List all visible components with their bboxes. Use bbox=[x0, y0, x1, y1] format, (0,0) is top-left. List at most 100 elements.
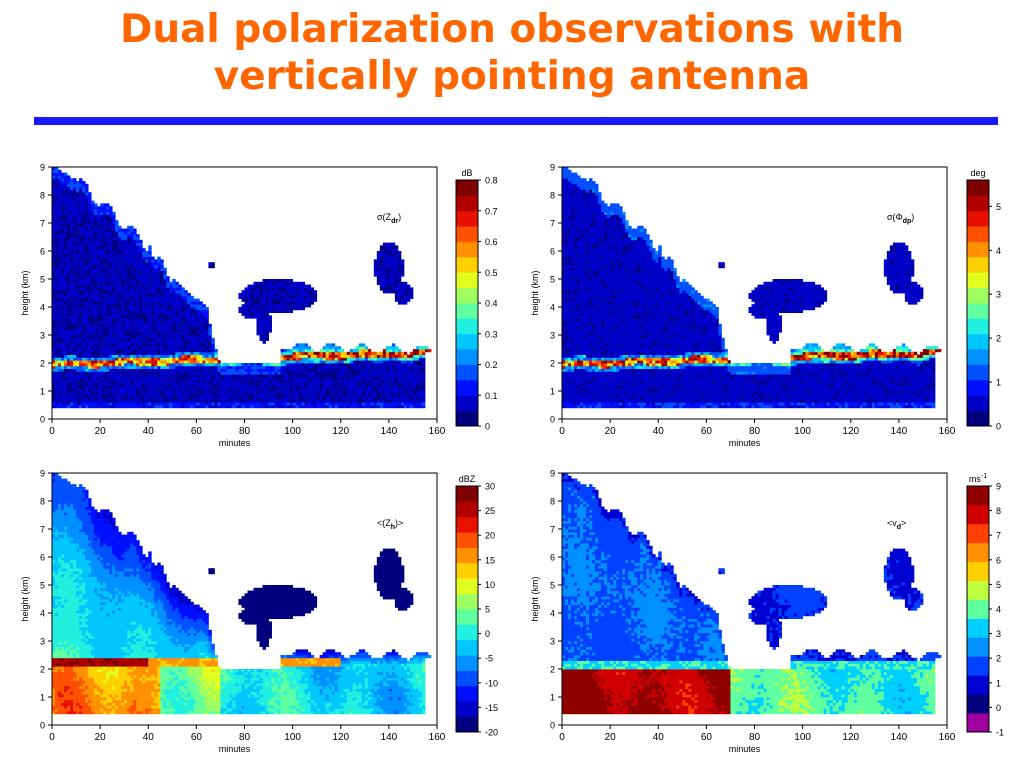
heatmap-cell bbox=[196, 337, 200, 341]
heatmap-cell bbox=[331, 365, 336, 369]
heatmap-cell bbox=[292, 374, 297, 378]
heatmap-cell bbox=[385, 349, 390, 353]
heatmap-cell bbox=[283, 309, 288, 313]
heatmap-cell bbox=[64, 223, 68, 227]
heatmap-cell bbox=[328, 360, 333, 364]
heatmap-cell bbox=[211, 391, 215, 395]
heatmap-cell bbox=[133, 371, 137, 375]
heatmap-cell bbox=[151, 351, 155, 355]
heatmap-cell bbox=[205, 382, 209, 386]
heatmap-cell bbox=[154, 335, 158, 339]
heatmap-cell bbox=[70, 220, 74, 224]
heatmap-cell bbox=[64, 368, 68, 372]
heatmap-cell bbox=[382, 284, 387, 288]
heatmap-cell bbox=[166, 360, 170, 364]
heatmap-cell bbox=[73, 298, 77, 302]
heatmap-cell bbox=[391, 399, 396, 403]
heatmap-cell bbox=[64, 228, 68, 232]
heatmap-cell bbox=[115, 343, 119, 347]
heatmap-cell bbox=[67, 220, 71, 224]
heatmap-cell bbox=[70, 262, 74, 266]
heatmap-cell bbox=[178, 315, 182, 319]
heatmap-cell bbox=[370, 379, 375, 383]
heatmap-cell bbox=[193, 301, 197, 305]
heatmap-cell bbox=[73, 267, 77, 271]
heatmap-cell bbox=[166, 354, 170, 358]
heatmap-cell bbox=[382, 360, 387, 364]
heatmap-cell bbox=[256, 287, 260, 291]
heatmap-cell bbox=[61, 200, 65, 204]
heatmap-cell bbox=[103, 391, 107, 395]
heatmap-cell bbox=[109, 298, 113, 302]
heatmap-cell bbox=[310, 399, 315, 403]
heatmap-cell bbox=[133, 354, 137, 358]
heatmap-cell bbox=[184, 315, 188, 319]
heatmap-cell bbox=[166, 340, 170, 344]
heatmap-cell bbox=[331, 371, 336, 375]
heatmap-cell bbox=[379, 253, 384, 257]
heatmap-cell bbox=[331, 368, 336, 372]
heatmap-cell bbox=[217, 382, 221, 386]
heatmap-cell bbox=[85, 183, 89, 187]
heatmap-cell bbox=[55, 197, 59, 201]
heatmap-cell bbox=[151, 312, 155, 316]
heatmap-cell bbox=[145, 298, 149, 302]
heatmap-cell bbox=[58, 217, 62, 221]
heatmap-cell bbox=[190, 335, 194, 339]
heatmap-cell bbox=[304, 377, 309, 381]
heatmap-cell bbox=[121, 374, 125, 378]
heatmap-cell bbox=[91, 379, 95, 383]
heatmap-cell bbox=[70, 326, 74, 330]
heatmap-cell bbox=[124, 346, 128, 350]
heatmap-cell bbox=[118, 253, 122, 257]
heatmap-cell bbox=[394, 259, 399, 263]
heatmap-cell bbox=[208, 374, 212, 378]
heatmap-cell bbox=[100, 365, 104, 369]
heatmap-cell bbox=[97, 349, 101, 353]
heatmap-cell bbox=[118, 335, 122, 339]
heatmap-cell bbox=[376, 262, 381, 266]
heatmap-cell bbox=[85, 195, 89, 199]
heatmap-cell bbox=[358, 371, 363, 375]
heatmap-cell bbox=[181, 323, 185, 327]
heatmap-cell bbox=[124, 388, 128, 392]
heatmap-cell bbox=[133, 253, 137, 257]
heatmap-cell bbox=[97, 326, 101, 330]
heatmap-cell bbox=[322, 360, 327, 364]
heatmap-cell bbox=[253, 298, 257, 302]
heatmap-cell bbox=[184, 391, 188, 395]
heatmap-cell bbox=[265, 335, 269, 339]
heatmap-cell bbox=[187, 391, 191, 395]
heatmap-cell bbox=[130, 332, 134, 336]
heatmap-cell bbox=[322, 379, 327, 383]
heatmap-cell bbox=[358, 388, 363, 392]
heatmap-cell bbox=[214, 396, 218, 400]
heatmap-cell bbox=[112, 273, 116, 277]
heatmap-cell bbox=[61, 309, 65, 313]
heatmap-cell bbox=[94, 354, 98, 358]
heatmap-cell bbox=[52, 214, 56, 218]
heatmap-cell bbox=[139, 393, 143, 397]
heatmap-cell bbox=[259, 318, 263, 322]
heatmap-cell bbox=[304, 405, 309, 409]
heatmap-cell bbox=[385, 248, 390, 252]
heatmap-cell bbox=[157, 368, 161, 372]
heatmap-cell bbox=[298, 281, 303, 285]
heatmap-cell bbox=[55, 186, 59, 190]
heatmap-cell bbox=[88, 363, 92, 367]
heatmap-cell bbox=[52, 211, 56, 215]
heatmap-cell bbox=[250, 365, 254, 369]
heatmap-cell bbox=[298, 371, 303, 375]
heatmap-cell bbox=[289, 388, 294, 392]
heatmap-cell bbox=[103, 388, 107, 392]
heatmap-cell bbox=[157, 391, 161, 395]
heatmap-cell bbox=[286, 405, 291, 409]
heatmap-cell bbox=[268, 365, 272, 369]
heatmap-cell bbox=[121, 234, 125, 238]
heatmap-cell bbox=[259, 309, 263, 313]
heatmap-cell bbox=[202, 396, 206, 400]
heatmap-cell bbox=[88, 279, 92, 283]
heatmap-cell bbox=[265, 405, 269, 409]
heatmap-cell bbox=[76, 265, 80, 269]
heatmap-cell bbox=[166, 399, 170, 403]
